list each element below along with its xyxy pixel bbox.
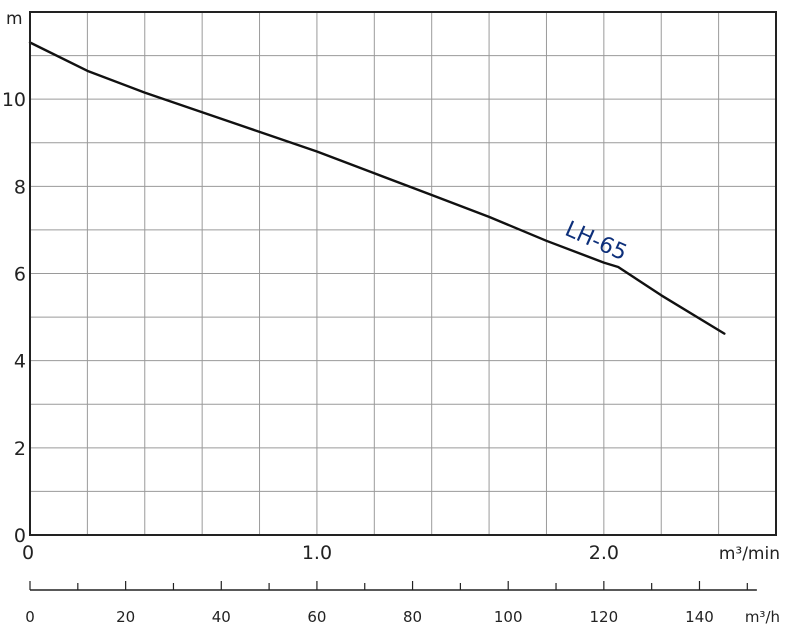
y-tick-label: 8 bbox=[14, 176, 26, 198]
x2-tick-label: 0 bbox=[25, 608, 35, 626]
x-axis: 0 1.0 2.0 m³/min bbox=[22, 542, 780, 564]
x2-tick-label: 140 bbox=[685, 608, 714, 626]
x-tick-label: 2.0 bbox=[589, 542, 619, 564]
x2-tick-label: 40 bbox=[212, 608, 231, 626]
y-tick-label: 0 bbox=[14, 525, 26, 547]
x2-unit-label: m³/h bbox=[745, 608, 780, 626]
x2-tick-label: 120 bbox=[590, 608, 619, 626]
x-unit-label: m³/min bbox=[719, 544, 780, 564]
y-tick-label: 6 bbox=[14, 264, 26, 286]
plot-frame bbox=[29, 11, 777, 536]
y-axis: 0 2 4 6 8 10 m bbox=[2, 9, 26, 547]
series-layer: LH-65 bbox=[28, 41, 726, 335]
y-tick-label: 2 bbox=[14, 438, 26, 460]
y-tick-label: 4 bbox=[14, 351, 26, 373]
y-tick-label: 10 bbox=[2, 89, 26, 111]
x-tick-label: 1.0 bbox=[302, 542, 332, 564]
y-unit-label: m bbox=[6, 9, 23, 29]
x2-tick-label: 100 bbox=[494, 608, 523, 626]
grid bbox=[30, 12, 776, 535]
series-line-lh-65 bbox=[28, 41, 726, 335]
x2-tick-label: 80 bbox=[403, 608, 422, 626]
x2-tick-label: 20 bbox=[116, 608, 135, 626]
x2-tick-label: 60 bbox=[307, 608, 326, 626]
x-tick-label: 0 bbox=[22, 542, 34, 564]
x2-axis: 0 20 40 60 80 100 120 140 m³/h bbox=[25, 581, 780, 626]
